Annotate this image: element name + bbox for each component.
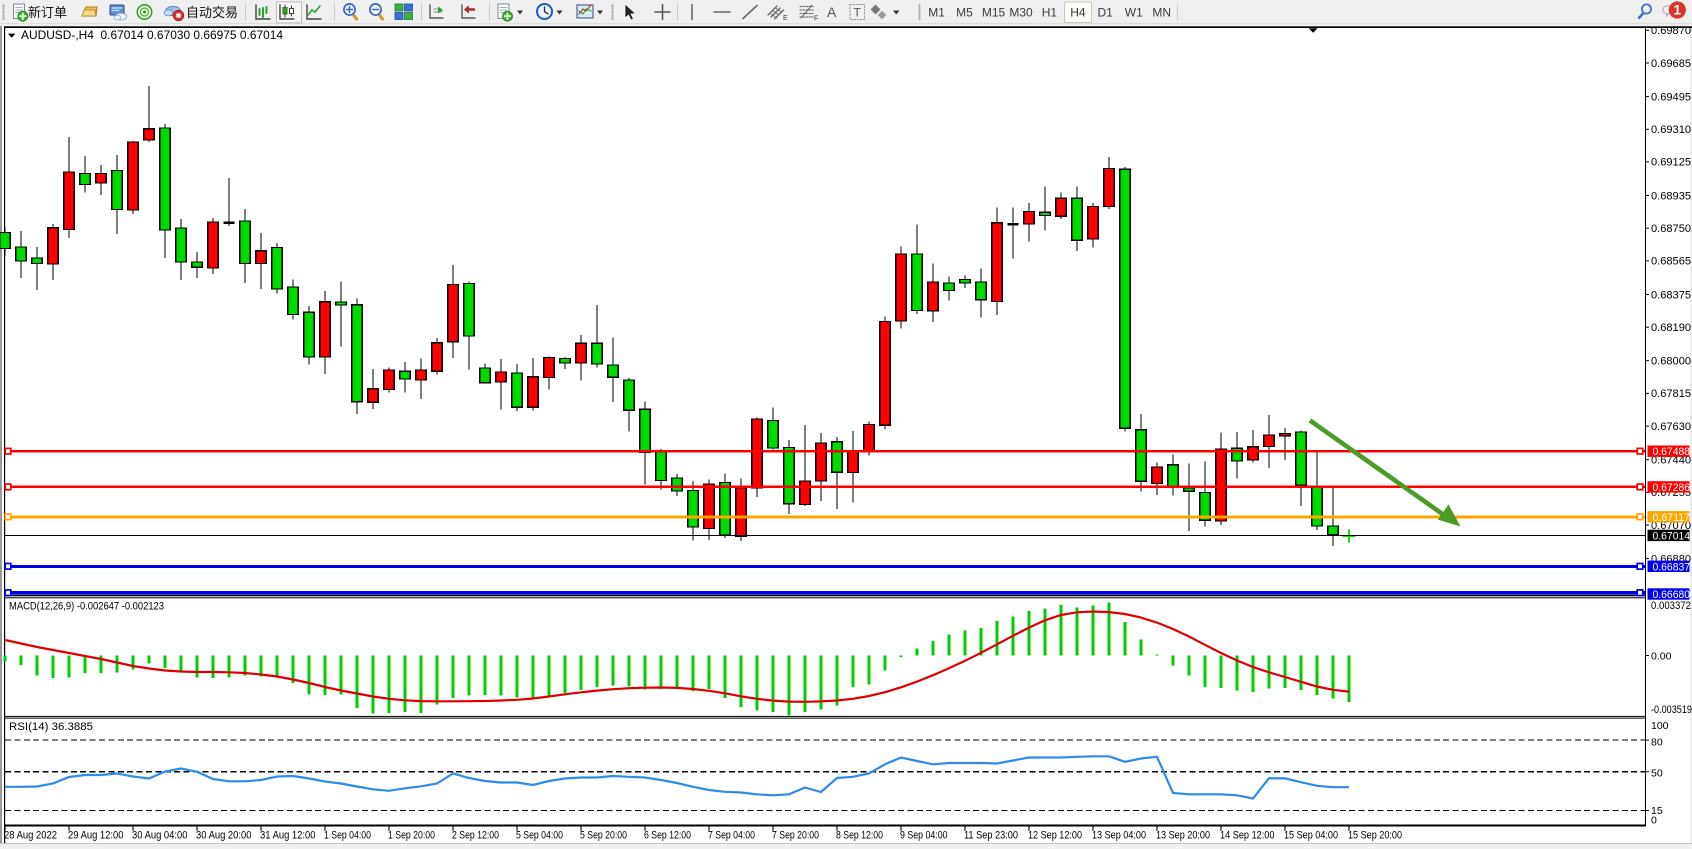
svg-text:14 Sep 12:00: 14 Sep 12:00 — [1220, 830, 1275, 842]
svg-text:H4: H4 — [1070, 6, 1086, 20]
svg-text:15: 15 — [1651, 805, 1663, 817]
svg-text:0.66837: 0.66837 — [1653, 561, 1691, 573]
svg-text:T: T — [854, 6, 862, 20]
svg-text:D1: D1 — [1098, 6, 1114, 20]
svg-text:6 Sep 12:00: 6 Sep 12:00 — [644, 830, 691, 842]
svg-text:A: A — [827, 4, 837, 20]
svg-text:0.67117: 0.67117 — [1653, 512, 1691, 524]
svg-text:9 Sep 04:00: 9 Sep 04:00 — [900, 830, 948, 842]
svg-text:0.67440: 0.67440 — [1651, 455, 1691, 467]
svg-text:0: 0 — [1651, 814, 1657, 826]
svg-text:0.69870: 0.69870 — [1651, 25, 1691, 37]
svg-text:MACD(12,26,9) -0.002647 -0.002: MACD(12,26,9) -0.002647 -0.002123 — [9, 601, 164, 613]
svg-text:5 Sep 04:00: 5 Sep 04:00 — [516, 830, 563, 842]
svg-text:1: 1 — [1674, 3, 1682, 18]
svg-text:13 Sep 20:00: 13 Sep 20:00 — [1156, 830, 1210, 842]
svg-text:F: F — [814, 16, 818, 23]
svg-text:0.67488: 0.67488 — [1653, 446, 1691, 458]
svg-text:M1: M1 — [928, 6, 945, 20]
svg-text:100: 100 — [1651, 720, 1669, 732]
svg-text:30 Aug 04:00: 30 Aug 04:00 — [132, 830, 188, 842]
svg-text:30 Aug 20:00: 30 Aug 20:00 — [196, 830, 252, 842]
svg-text:28 Aug 2022: 28 Aug 2022 — [4, 830, 57, 842]
svg-text:-0.003519: -0.003519 — [1651, 704, 1692, 716]
svg-text:0.69310: 0.69310 — [1651, 124, 1691, 136]
svg-text:0.67815: 0.67815 — [1651, 388, 1691, 400]
svg-text:M15: M15 — [982, 6, 1006, 20]
svg-text:0.68190: 0.68190 — [1651, 322, 1691, 334]
svg-text:0.67286: 0.67286 — [1653, 482, 1691, 494]
svg-text:0.68000: 0.68000 — [1651, 356, 1691, 368]
svg-text:80: 80 — [1651, 737, 1663, 749]
svg-text:0.67630: 0.67630 — [1651, 421, 1691, 433]
svg-text:0.67070: 0.67070 — [1651, 520, 1691, 532]
svg-text:M30: M30 — [1009, 6, 1033, 20]
svg-text:0.67014: 0.67014 — [1653, 530, 1691, 542]
svg-text:W1: W1 — [1125, 6, 1143, 20]
svg-text:5 Sep 20:00: 5 Sep 20:00 — [580, 830, 627, 842]
svg-text:12 Sep 12:00: 12 Sep 12:00 — [1028, 830, 1082, 842]
svg-text:AUDUSD-,H4 0.67014 0.67030 0.: AUDUSD-,H4 0.67014 0.67030 0.66975 0.670… — [21, 30, 284, 42]
svg-text:13 Sep 04:00: 13 Sep 04:00 — [1092, 830, 1146, 842]
svg-text:1 Sep 20:00: 1 Sep 20:00 — [388, 830, 435, 842]
svg-text:31 Aug 12:00: 31 Aug 12:00 — [260, 830, 316, 842]
svg-text:自动交易: 自动交易 — [186, 5, 238, 20]
svg-text:0.68565: 0.68565 — [1651, 256, 1691, 268]
svg-text:0.69495: 0.69495 — [1651, 91, 1691, 103]
svg-text:0.68935: 0.68935 — [1651, 190, 1691, 202]
svg-text:0.69685: 0.69685 — [1651, 58, 1691, 70]
svg-text:2 Sep 12:00: 2 Sep 12:00 — [452, 830, 499, 842]
svg-text:11 Sep 23:00: 11 Sep 23:00 — [964, 830, 1018, 842]
svg-text:0.68375: 0.68375 — [1651, 289, 1691, 301]
svg-text:7 Sep 20:00: 7 Sep 20:00 — [772, 830, 819, 842]
svg-text:8 Sep 12:00: 8 Sep 12:00 — [836, 830, 883, 842]
svg-text:0.69125: 0.69125 — [1651, 157, 1691, 169]
svg-text:0.66680: 0.66680 — [1653, 589, 1691, 601]
svg-text:H1: H1 — [1042, 6, 1058, 20]
svg-text:29 Aug 12:00: 29 Aug 12:00 — [68, 830, 124, 842]
svg-text:15 Sep 04:00: 15 Sep 04:00 — [1284, 830, 1338, 842]
svg-text:0.003372: 0.003372 — [1651, 600, 1691, 612]
svg-text:M5: M5 — [956, 6, 973, 20]
svg-text:E: E — [783, 15, 788, 22]
svg-text:RSI(14) 36.3885: RSI(14) 36.3885 — [9, 721, 93, 733]
svg-text:7 Sep 04:00: 7 Sep 04:00 — [708, 830, 755, 842]
svg-text:0.00: 0.00 — [1651, 650, 1672, 662]
svg-text:0.68750: 0.68750 — [1651, 223, 1691, 235]
svg-text:50: 50 — [1651, 768, 1663, 780]
svg-text:1 Sep 04:00: 1 Sep 04:00 — [324, 830, 371, 842]
svg-text:MN: MN — [1152, 6, 1171, 20]
svg-text:15 Sep 20:00: 15 Sep 20:00 — [1348, 830, 1402, 842]
svg-text:新订单: 新订单 — [28, 5, 67, 20]
